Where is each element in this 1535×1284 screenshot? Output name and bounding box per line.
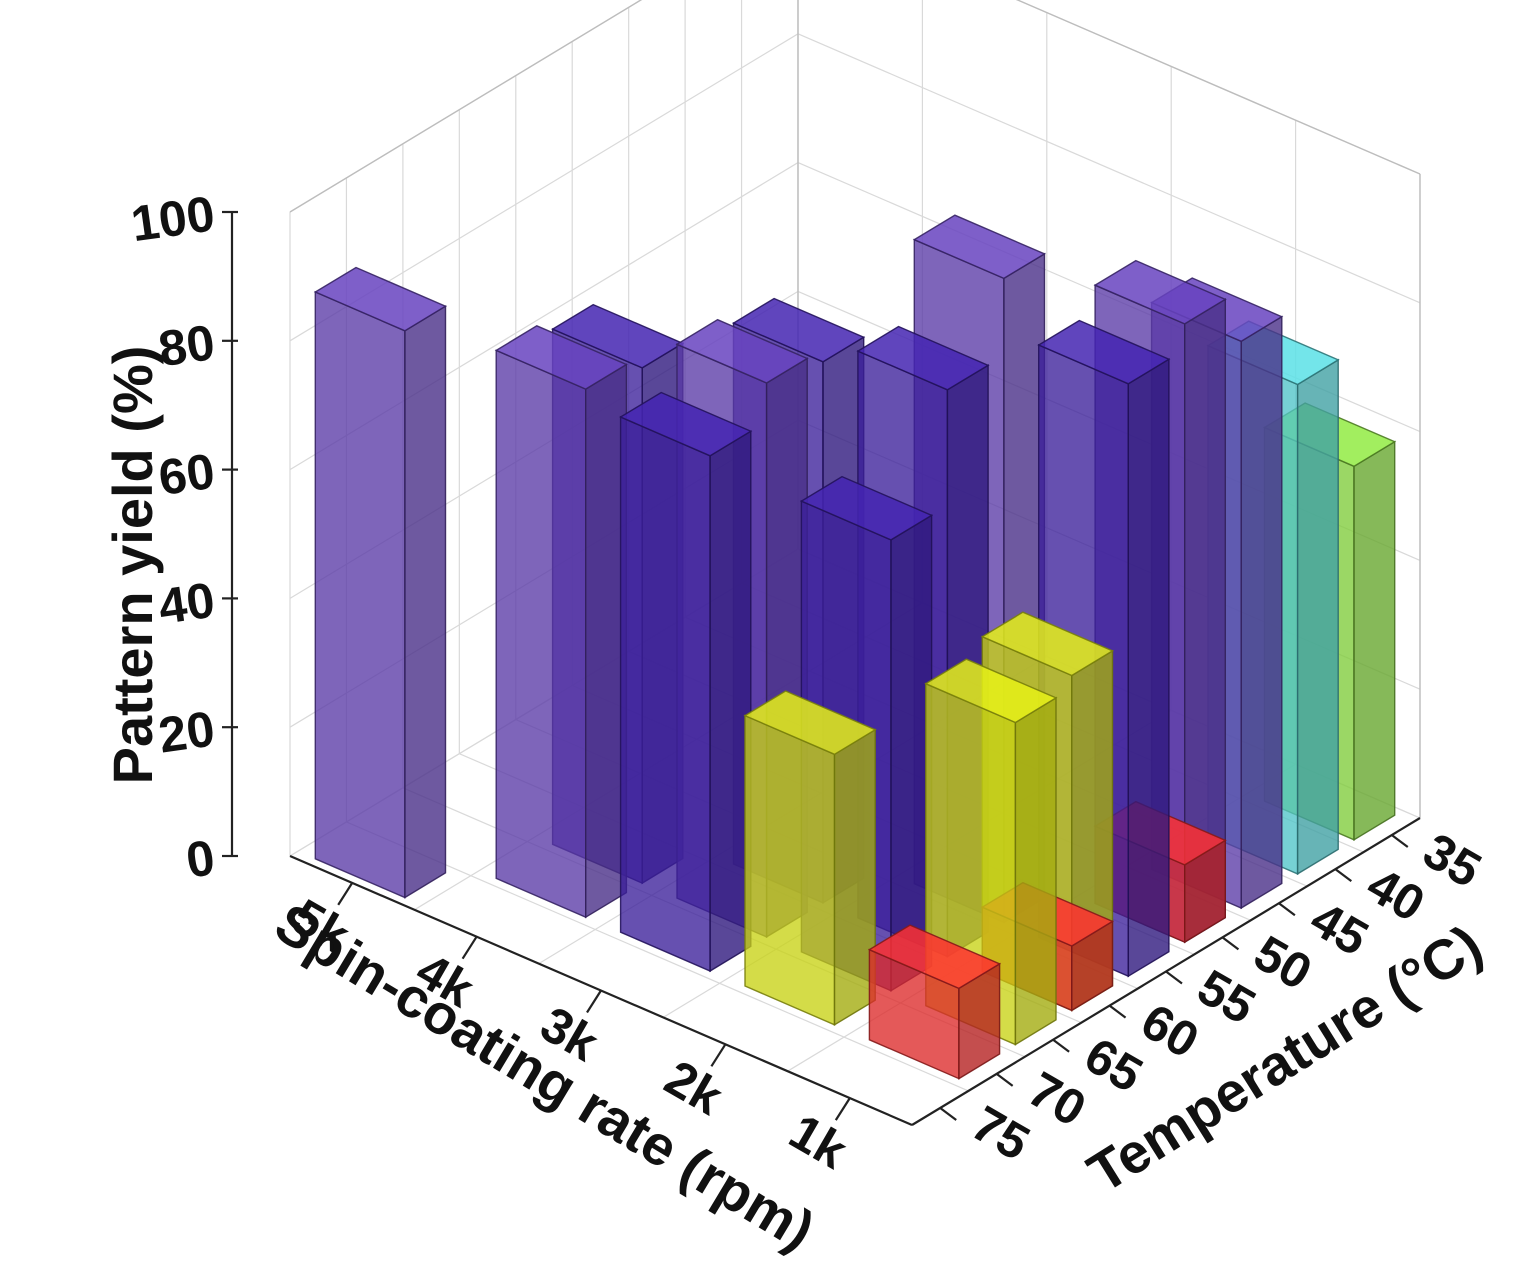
- bar-face-top: [867, 924, 1002, 990]
- z-tick-label: 20: [155, 700, 218, 763]
- bar: [313, 266, 448, 899]
- z-axis-title: Pattern yield (%): [101, 346, 164, 785]
- bar-face-side: [1296, 358, 1339, 876]
- y-tick: [1052, 1038, 1070, 1053]
- y-tick: [1278, 902, 1296, 917]
- y-tick: [939, 1107, 957, 1121]
- x-tick: [461, 936, 478, 960]
- bar: [619, 391, 753, 973]
- bar-face-top: [731, 297, 866, 363]
- z-tick-label: 100: [128, 185, 218, 252]
- bar-face-side: [1014, 696, 1057, 1046]
- bar-face-front: [744, 714, 836, 1026]
- z-tick-label: 80: [155, 314, 218, 377]
- bar-face-top: [675, 318, 809, 384]
- y-tick: [1165, 970, 1183, 985]
- x-tick: [337, 882, 354, 906]
- z-tick-label: 0: [183, 829, 218, 888]
- z-tick-label: 40: [155, 572, 218, 635]
- bar-face-top: [980, 611, 1115, 677]
- bar-face-top: [313, 266, 448, 332]
- bar-face-top: [799, 475, 934, 541]
- y-tick: [1221, 936, 1240, 951]
- bar-face-top: [912, 214, 1047, 280]
- wall-edge: [289, 0, 643, 213]
- bar-face-front: [314, 290, 406, 899]
- x-tick-label: 1k: [780, 1103, 856, 1179]
- bar-face-side: [1240, 315, 1283, 910]
- bar-face-side: [404, 304, 447, 899]
- bar: [743, 690, 877, 1027]
- y-tick: [1108, 1004, 1127, 1019]
- x-tick: [834, 1097, 851, 1121]
- y-tick: [1391, 834, 1409, 848]
- bar-face-top: [743, 690, 877, 756]
- wall-edge: [1015, 0, 1421, 175]
- bar-face-top: [1093, 259, 1227, 325]
- bar-face-top: [619, 391, 753, 457]
- bar-face-side: [1127, 357, 1170, 978]
- y-tick: [996, 1072, 1014, 1087]
- bar-face-front: [619, 415, 711, 973]
- x-tick: [586, 989, 602, 1014]
- bar-face-front: [495, 349, 587, 919]
- bar-face-top: [924, 658, 1058, 724]
- y-tick: [1334, 868, 1352, 883]
- chart-bars: [313, 214, 1397, 1080]
- bar: [867, 924, 1002, 1080]
- x-tick: [710, 1043, 727, 1067]
- bar-face-top: [1037, 319, 1171, 385]
- bar-face-side: [1353, 440, 1396, 842]
- floor-gridline: [346, 821, 969, 1092]
- chart-ticks: [222, 210, 1409, 1121]
- bar: [494, 325, 628, 919]
- bar-face-top: [494, 325, 628, 390]
- z-tick-label: 60: [155, 443, 218, 506]
- bar-face-top: [856, 325, 990, 391]
